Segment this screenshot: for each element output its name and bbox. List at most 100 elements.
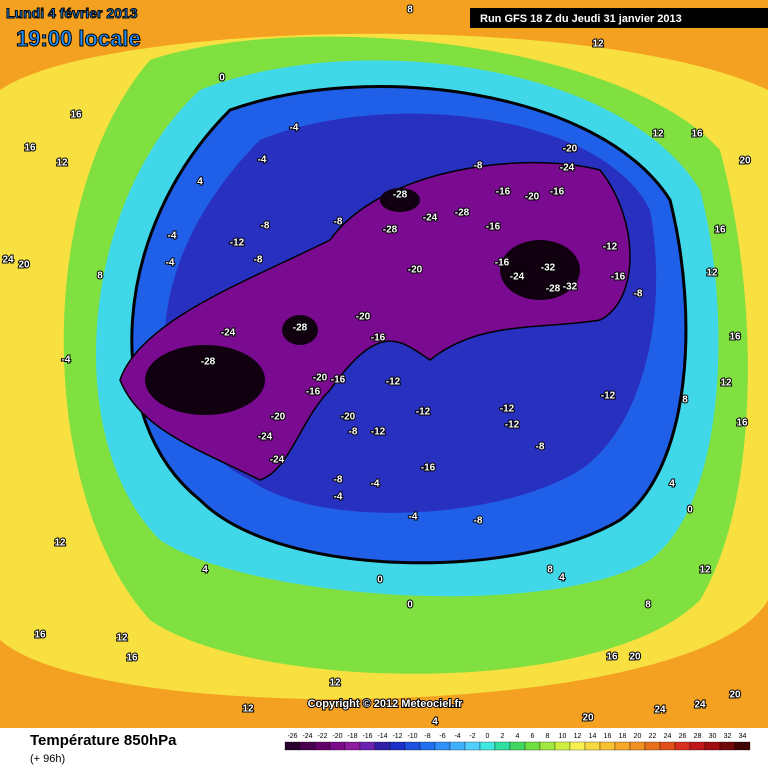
- contour-label: -20: [271, 412, 286, 423]
- contour-label: -16: [496, 187, 511, 198]
- contour-label: 4: [559, 573, 565, 584]
- contour-label: 20: [582, 713, 594, 724]
- contour-label: -4: [371, 479, 380, 490]
- scale-swatch: [554, 741, 571, 751]
- contour-label: 16: [729, 332, 741, 343]
- contour-label: -16: [550, 187, 565, 198]
- scale-swatch: [689, 741, 706, 751]
- contour-label: -8: [474, 161, 483, 172]
- contour-label: 24: [2, 255, 14, 266]
- scale-swatch: [374, 741, 391, 751]
- scale-label: -24: [302, 733, 312, 740]
- contour-label: -12: [386, 377, 401, 388]
- contour-label: -16: [421, 463, 436, 474]
- scale-swatch: [599, 741, 616, 751]
- forecast-time: 19:00 locale: [16, 26, 141, 51]
- contour-label: -28: [393, 190, 408, 201]
- scale-label: 12: [574, 733, 582, 740]
- contour-label: 12: [116, 633, 128, 644]
- contour-label: 12: [56, 158, 68, 169]
- contour-label: -4: [166, 258, 175, 269]
- contour-label: -8: [254, 255, 263, 266]
- scale-label: -14: [377, 733, 387, 740]
- scale-label: -16: [362, 733, 372, 740]
- contour-label: 0: [407, 600, 413, 611]
- contour-label: 24: [654, 705, 666, 716]
- scale-label: 24: [664, 733, 672, 740]
- zone-black: [282, 315, 318, 345]
- contour-label: -8: [536, 442, 545, 453]
- contour-label: 16: [70, 110, 82, 121]
- scale-label: 8: [546, 733, 550, 740]
- contour-label: 0: [377, 575, 383, 586]
- contour-label: -24: [560, 163, 575, 174]
- contour-label: -12: [505, 420, 520, 431]
- scale-swatch: [614, 741, 631, 751]
- contour-label: 4: [669, 479, 675, 490]
- scale-label: -2: [469, 733, 475, 740]
- scale-label: 4: [516, 733, 520, 740]
- contour-label: -12: [416, 407, 431, 418]
- scale-swatch: [359, 741, 376, 751]
- contour-label: -24: [221, 328, 236, 339]
- footer-title: Température 850hPa: [30, 732, 177, 749]
- scale-swatch: [539, 741, 556, 751]
- contour-label: -16: [306, 387, 321, 398]
- contour-label: 8: [547, 565, 553, 576]
- contour-label: 4: [432, 717, 438, 728]
- contour-label: -20: [341, 412, 356, 423]
- map: -28 -28 -28 -24 -20 -16 -12 -12 -12 -8 -20 -20 -24 -2…: [0, 0, 768, 729]
- scale-label: -26: [287, 733, 297, 740]
- contour-label: -24: [423, 213, 438, 224]
- contour-label: -24: [258, 432, 273, 443]
- scale-swatch: [494, 741, 511, 751]
- scale-label: 16: [604, 733, 612, 740]
- scale-label: 6: [531, 733, 535, 740]
- contour-label: -4: [168, 231, 177, 242]
- contour-label: -16: [611, 272, 626, 283]
- scale-label: -10: [407, 733, 417, 740]
- scale-swatch: [644, 741, 661, 751]
- contour-label: -16: [495, 258, 510, 269]
- contour-label: 12: [652, 129, 664, 140]
- contour-label: -12: [603, 242, 618, 253]
- scale-swatch: [479, 741, 496, 751]
- run-box: [470, 8, 768, 28]
- scale-swatch: [464, 741, 481, 751]
- color-scale: -26 -24 -22 -20 -18 -16 -14 -12 -10 -8 -6 -4 -2 0 2 4 6 8…: [284, 733, 751, 751]
- contour-label: 8: [645, 600, 651, 611]
- scale-label: 30: [709, 733, 717, 740]
- contour-label: 16: [691, 129, 703, 140]
- scale-swatch: [659, 741, 676, 751]
- contour-label: -8: [634, 289, 643, 300]
- scale-swatch: [404, 741, 421, 751]
- contour-label: 8: [97, 271, 103, 282]
- contour-label: 12: [242, 704, 254, 715]
- copyright: Copyright © 2012 Meteociel.fr: [308, 698, 464, 710]
- scale-label: -20: [332, 733, 342, 740]
- contour-label: -20: [313, 373, 328, 384]
- contour-label: -20: [408, 265, 423, 276]
- contour-label: 16: [24, 143, 36, 154]
- scale-label: -6: [439, 733, 445, 740]
- contour-label: -16: [486, 222, 501, 233]
- contour-label: 12: [720, 378, 732, 389]
- contour-label: -12: [371, 427, 386, 438]
- contour-label: 16: [714, 225, 726, 236]
- contour-label: 12: [592, 39, 604, 50]
- scale-swatch: [509, 741, 526, 751]
- contour-label: -4: [409, 512, 418, 523]
- contour-label: -24: [270, 455, 285, 466]
- contour-labels: -28 -28 -28 -24 -20 -16 -12 -12 -12 -8 -20 -20 -24 -2…: [1, 4, 752, 729]
- scale-label: 22: [649, 733, 657, 740]
- contour-label: -28: [455, 208, 470, 219]
- contour-label: -16: [371, 333, 386, 344]
- contour-label: -12: [230, 238, 245, 249]
- contour-label: -20: [525, 192, 540, 203]
- contour-label: -28: [201, 357, 216, 368]
- contour-label: -4: [62, 355, 71, 366]
- contour-label: -28: [293, 323, 308, 334]
- contour-label: 24: [694, 700, 706, 711]
